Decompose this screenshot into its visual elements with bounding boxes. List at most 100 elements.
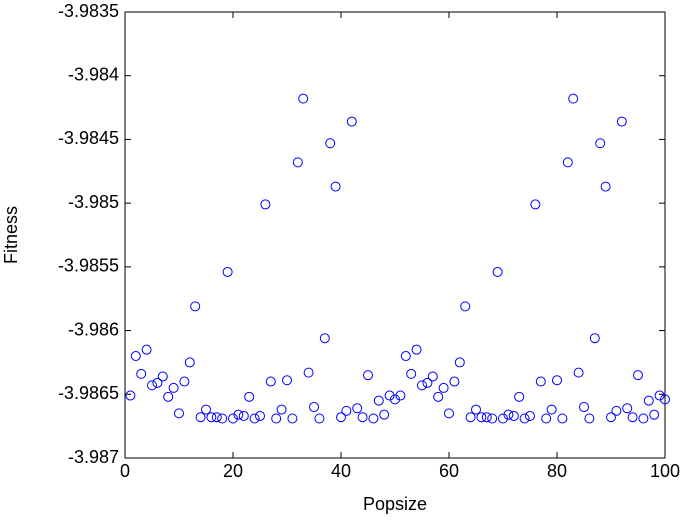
point: [611, 405, 622, 416]
x-tick-label: 100: [650, 461, 680, 481]
y-tick-label: -3.9835: [58, 1, 119, 21]
point: [546, 404, 557, 415]
point: [595, 138, 606, 149]
point: [433, 391, 444, 402]
y-tick-label: -3.9865: [58, 383, 119, 403]
point: [395, 390, 406, 401]
point: [508, 410, 519, 421]
point: [503, 409, 514, 420]
point: [195, 412, 206, 423]
point: [147, 380, 157, 391]
point: [357, 412, 368, 423]
point: [292, 157, 303, 168]
point: [465, 412, 476, 423]
point: [541, 413, 552, 424]
point: [363, 370, 373, 381]
plot-frame: [124, 11, 666, 459]
point: [341, 405, 352, 416]
x-tick-label: 20: [223, 461, 243, 481]
point: [287, 413, 298, 424]
point: [589, 333, 600, 344]
point: [228, 413, 238, 424]
point: [211, 412, 222, 423]
point: [136, 368, 147, 379]
y-tick-label: -3.9845: [58, 128, 119, 148]
point: [422, 377, 433, 388]
point: [562, 157, 573, 168]
point: [276, 404, 287, 415]
point: [222, 266, 233, 277]
point: [438, 382, 449, 393]
point: [579, 402, 589, 413]
point: [330, 181, 341, 192]
point: [584, 413, 595, 424]
point: [454, 357, 465, 368]
point: [255, 410, 265, 421]
point: [568, 93, 579, 104]
y-tick-label: -3.987: [68, 447, 119, 467]
point: [492, 266, 503, 277]
point: [265, 376, 276, 387]
point: [449, 376, 460, 387]
point: [368, 413, 379, 424]
y-tick-label: -3.986: [68, 319, 119, 339]
point: [309, 402, 319, 413]
y-axis-label: Fitness: [1, 206, 21, 264]
point: [649, 409, 660, 420]
y-tick-label: -3.984: [68, 64, 119, 84]
point: [130, 351, 141, 362]
y-tick-label: -3.985: [68, 192, 119, 212]
point: [217, 413, 228, 424]
point: [487, 413, 498, 424]
point: [206, 412, 217, 423]
point: [633, 370, 643, 381]
point: [476, 412, 487, 423]
point: [638, 413, 649, 424]
point: [411, 344, 422, 355]
x-tick-label: 80: [547, 461, 567, 481]
point: [201, 404, 211, 415]
point: [616, 116, 627, 127]
point: [498, 413, 508, 424]
point: [282, 375, 292, 386]
point: [525, 410, 535, 421]
point: [336, 412, 346, 423]
point: [400, 351, 411, 362]
point: [557, 413, 568, 424]
point: [606, 412, 616, 423]
x-tick-label: 40: [331, 461, 351, 481]
point: [271, 413, 282, 424]
point: [390, 394, 400, 405]
point: [125, 390, 136, 401]
point: [660, 394, 670, 405]
x-tick-label: 0: [120, 461, 130, 481]
point: [141, 344, 152, 355]
point: [384, 390, 395, 401]
point: [519, 413, 530, 424]
point: [622, 403, 633, 414]
point: [643, 395, 654, 406]
point: [373, 395, 384, 406]
point: [627, 412, 638, 423]
point: [535, 376, 546, 387]
point: [460, 301, 471, 312]
point: [238, 410, 249, 421]
point: [303, 367, 314, 378]
point: [152, 377, 163, 388]
point: [530, 199, 541, 210]
point: [314, 413, 325, 424]
point: [233, 409, 244, 420]
point: [471, 404, 481, 415]
point: [552, 375, 562, 386]
point: [184, 357, 195, 368]
point: [352, 403, 363, 414]
point: [427, 371, 438, 382]
point: [168, 382, 179, 393]
point: [346, 116, 357, 127]
point: [600, 181, 611, 192]
point: [244, 391, 255, 402]
y-tick-label: -3.9855: [58, 256, 119, 276]
point: [163, 391, 174, 402]
point: [481, 412, 492, 423]
